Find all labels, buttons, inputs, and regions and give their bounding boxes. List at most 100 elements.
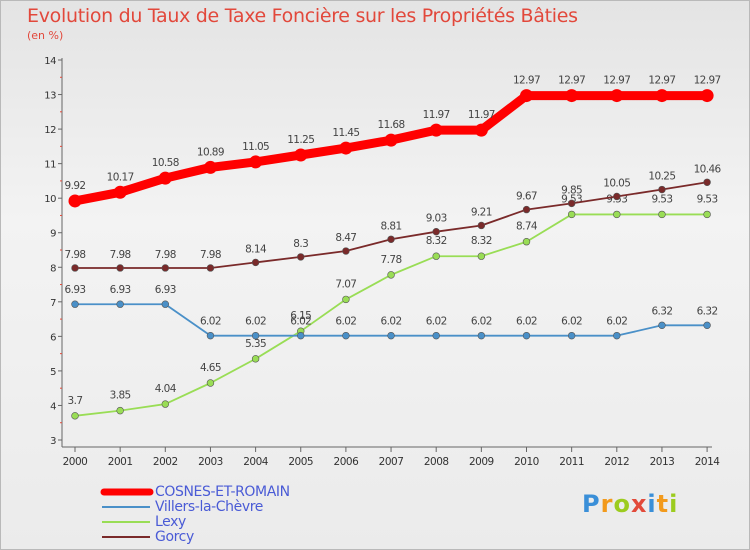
data-label-3: 7.98 [155, 249, 176, 261]
x-tick-label: 2013 [650, 456, 675, 468]
data-label-1: 6.02 [606, 316, 627, 328]
data-label-3: 9.03 [426, 213, 447, 225]
series-point-3 [522, 205, 531, 214]
series-point-0 [158, 171, 172, 185]
series-point-1 [658, 321, 666, 330]
x-tick-label: 2011 [559, 456, 584, 468]
data-label-1: 6.02 [561, 316, 582, 328]
data-label-1: 6.32 [651, 305, 672, 317]
series-point-2 [567, 210, 576, 219]
data-label-0: 11.05 [242, 141, 269, 153]
data-label-1: 6.02 [426, 316, 447, 328]
series-point-3 [71, 264, 79, 272]
chart-unit: (en %) [27, 29, 64, 42]
series-point-0 [384, 133, 398, 147]
data-label-3: 7.98 [65, 249, 86, 261]
logo-letter: r [600, 490, 614, 518]
data-label-2: 4.65 [200, 362, 221, 374]
series-point-3 [116, 264, 124, 272]
legend-label-cosnes: COSNES-ET-ROMAIN [155, 484, 290, 500]
x-tick-label: 2000 [63, 456, 88, 468]
data-label-0: 11.45 [332, 127, 359, 139]
data-label-1: 6.02 [471, 316, 492, 328]
y-tick-label: 8 [50, 263, 56, 274]
data-label-3: 9.85 [561, 184, 582, 196]
series-point-2 [522, 238, 531, 246]
data-label-1: 6.93 [155, 284, 176, 296]
series-point-0 [68, 194, 82, 208]
logo-letter: x [630, 490, 648, 518]
data-label-0: 12.97 [648, 75, 675, 87]
data-label-0: 10.17 [107, 171, 134, 183]
data-label-0: 12.97 [694, 75, 721, 87]
data-label-0: 9.92 [65, 180, 86, 192]
data-label-1: 6.02 [516, 316, 537, 328]
y-tick-label: 4 [50, 401, 56, 412]
y-tick-label: 12 [44, 125, 56, 136]
series-point-2 [161, 400, 170, 408]
series-point-2 [116, 406, 124, 415]
x-tick-label: 2009 [469, 456, 494, 468]
data-label-2: 5.35 [245, 338, 266, 350]
series-point-2 [251, 355, 260, 363]
series-point-2 [387, 271, 395, 279]
series-point-2 [206, 379, 215, 387]
series-point-0 [565, 89, 579, 103]
data-label-2: 8.32 [426, 235, 447, 247]
x-tick-label: 2003 [198, 456, 223, 468]
series-point-1 [387, 331, 395, 340]
x-tick-label: 2002 [153, 456, 178, 468]
series-point-1 [161, 300, 170, 308]
data-label-1: 6.93 [110, 284, 131, 296]
series-point-3 [432, 227, 440, 236]
data-label-3: 10.25 [648, 171, 675, 183]
data-label-2: 3.85 [110, 390, 131, 402]
data-label-2: 9.53 [697, 193, 718, 205]
series-point-1 [522, 331, 531, 340]
data-label-1: 6.02 [381, 316, 402, 328]
series-point-3 [613, 192, 621, 201]
data-label-1: 6.02 [245, 316, 266, 328]
series-point-1 [71, 300, 79, 308]
series-point-0 [339, 141, 353, 155]
logo-letter: i [669, 490, 679, 518]
series-point-0 [429, 123, 443, 137]
y-tick-label: 11 [44, 160, 56, 171]
series-point-3 [567, 199, 576, 208]
series-point-1 [206, 331, 215, 340]
data-label-1: 6.02 [290, 316, 311, 328]
data-label-0: 12.97 [558, 75, 585, 87]
series-point-3 [206, 264, 215, 272]
data-label-1: 6.02 [200, 316, 221, 328]
series-point-3 [251, 258, 260, 267]
y-tick-label: 6 [50, 332, 56, 343]
data-label-2: 9.53 [651, 193, 672, 205]
logo-letter: o [613, 490, 631, 518]
data-label-0: 10.58 [152, 157, 179, 169]
series-point-3 [161, 264, 170, 272]
series-point-1 [703, 321, 711, 330]
data-label-3: 7.98 [200, 249, 221, 261]
logo-letter: P [582, 490, 601, 518]
series-point-3 [477, 221, 486, 230]
series-point-0 [655, 89, 669, 103]
series-point-1 [613, 331, 621, 340]
data-label-3: 8.3 [293, 238, 308, 250]
data-label-0: 11.97 [468, 109, 495, 121]
series-point-1 [297, 331, 305, 340]
data-label-1: 6.32 [697, 305, 718, 317]
y-tick-label: 5 [50, 367, 56, 378]
x-tick-label: 2004 [243, 456, 269, 468]
series-point-2 [613, 210, 621, 219]
logo-letter: t [656, 490, 670, 518]
chart-title: Evolution du Taux de Taxe Foncière sur l… [27, 5, 578, 27]
proxiti-logo: Proxiti [582, 490, 678, 518]
series-point-3 [387, 235, 395, 243]
x-tick-label: 2006 [334, 456, 360, 468]
data-label-2: 6.15 [290, 310, 311, 322]
series-point-1 [477, 331, 486, 340]
series-point-3 [703, 178, 711, 186]
data-label-2: 3.7 [68, 395, 83, 407]
data-label-3: 9.67 [516, 191, 537, 203]
